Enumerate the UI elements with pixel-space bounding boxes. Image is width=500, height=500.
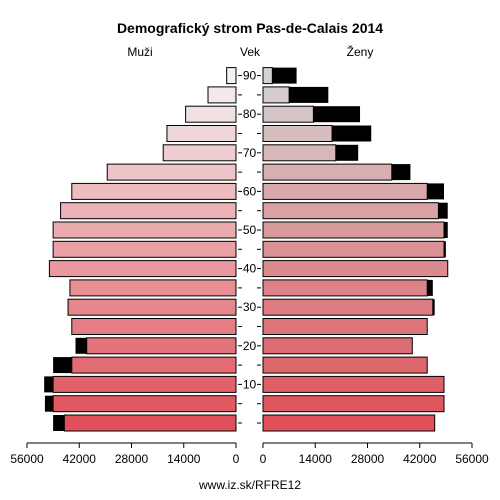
- x-tick-label-men: 42000: [63, 452, 97, 466]
- women-excess-bar-70-74: [335, 144, 359, 161]
- x-tick-label-men: 14000: [167, 452, 201, 466]
- women-excess-bar-90+: [272, 67, 297, 84]
- men-label: Muži: [127, 45, 152, 59]
- x-tick-label-women: 0: [260, 452, 267, 466]
- women-bar-75-79: [262, 125, 333, 142]
- women-excess-bar-50-54: [444, 222, 448, 238]
- men-bar-75-79: [166, 125, 237, 142]
- men-bar-55-59: [60, 202, 237, 220]
- women-bar-60-64: [262, 182, 428, 200]
- men-bar-65-69: [106, 163, 237, 181]
- women-excess-bar-55-59: [438, 202, 448, 219]
- men-excess-bar-0-4: [53, 415, 65, 431]
- age-tick-label: 10: [243, 377, 257, 391]
- women-bars: [262, 67, 449, 432]
- men-bar-70-74: [162, 144, 237, 162]
- men-excess-bar-5-9: [44, 395, 54, 412]
- age-tick-label: 90: [243, 69, 257, 83]
- women-bar-85-89: [262, 86, 290, 104]
- men-bar-50-54: [52, 221, 237, 239]
- x-tick-label-women: 14000: [299, 452, 333, 466]
- men-bar-25-29: [71, 318, 237, 335]
- x-tick-label-men: 0: [233, 452, 240, 466]
- source-footer: www.iz.sk/RFRE12: [198, 478, 301, 492]
- x-tick-label-women: 42000: [403, 452, 437, 466]
- men-bar-80-84: [185, 105, 237, 123]
- women-bar-15-19: [262, 356, 428, 374]
- age-tick-label: 70: [243, 146, 257, 160]
- men-bar-0-4: [63, 414, 237, 432]
- women-bar-50-54: [262, 221, 445, 239]
- women-label: Ženy: [347, 44, 374, 59]
- women-bar-55-59: [262, 202, 439, 220]
- age-tick-label: 80: [243, 107, 257, 121]
- women-excess-bar-85-89: [289, 86, 329, 103]
- women-bar-40-44: [262, 260, 449, 278]
- men-bar-35-39: [69, 279, 237, 297]
- men-bar-20-24: [86, 337, 237, 355]
- women-bar-25-29: [262, 318, 428, 335]
- age-axis: 10 20 30 40 50 60 70 80 90: [238, 69, 261, 424]
- age-tick-label: 40: [243, 262, 257, 276]
- men-bars: [44, 67, 237, 432]
- women-bar-70-74: [262, 144, 337, 162]
- men-bar-60-64: [71, 182, 237, 200]
- women-bar-30-34: [262, 298, 434, 316]
- women-bar-80-84: [262, 105, 314, 123]
- women-bar-20-24: [262, 337, 413, 355]
- x-tick-label-men: 56000: [10, 452, 44, 466]
- age-tick-label: 50: [243, 223, 257, 237]
- women-excess-bar-80-84: [313, 106, 361, 123]
- men-excess-bar-20-24: [75, 337, 87, 354]
- men-bar-30-34: [67, 298, 237, 316]
- age-tick-label: 20: [243, 339, 257, 353]
- men-excess-bar-15-19: [53, 357, 72, 374]
- men-bar-15-19: [71, 356, 237, 374]
- women-excess-bar-35-39: [427, 279, 433, 296]
- women-bar-65-69: [262, 163, 393, 181]
- men-excess-bar-10-14: [44, 376, 54, 393]
- age-tick-label: 30: [243, 300, 257, 314]
- women-bar-5-9: [262, 395, 445, 413]
- men-bar-40-44: [48, 260, 237, 278]
- x-tick-label-women: 56000: [455, 452, 489, 466]
- men-bar-85-89: [207, 86, 237, 104]
- age-label: Vek: [240, 45, 261, 59]
- women-excess-bar-60-64: [427, 183, 445, 200]
- men-bar-90+: [226, 67, 237, 85]
- men-bar-10-14: [52, 375, 237, 393]
- women-bar-0-4: [262, 414, 436, 432]
- age-tick-label: 60: [243, 184, 257, 198]
- x-tick-label-women: 28000: [351, 452, 385, 466]
- women-excess-bar-30-34: [432, 299, 435, 316]
- chart-title: Demografický strom Pas-de-Calais 2014: [117, 20, 383, 36]
- women-excess-bar-45-49: [444, 241, 446, 258]
- women-bar-35-39: [262, 279, 428, 297]
- x-axis-men: 56000 42000 28000 14000 0: [10, 442, 240, 466]
- women-bar-10-14: [262, 375, 445, 393]
- men-bar-45-49: [52, 240, 237, 258]
- women-excess-bar-65-69: [391, 164, 411, 181]
- x-tick-label-men: 28000: [115, 452, 149, 466]
- women-bar-45-49: [262, 240, 445, 258]
- women-excess-bar-75-79: [332, 125, 372, 142]
- women-bar-90+: [262, 67, 273, 85]
- x-axis-women: 56000 42000 28000 14000 0: [260, 442, 489, 466]
- men-bar-5-9: [52, 395, 237, 413]
